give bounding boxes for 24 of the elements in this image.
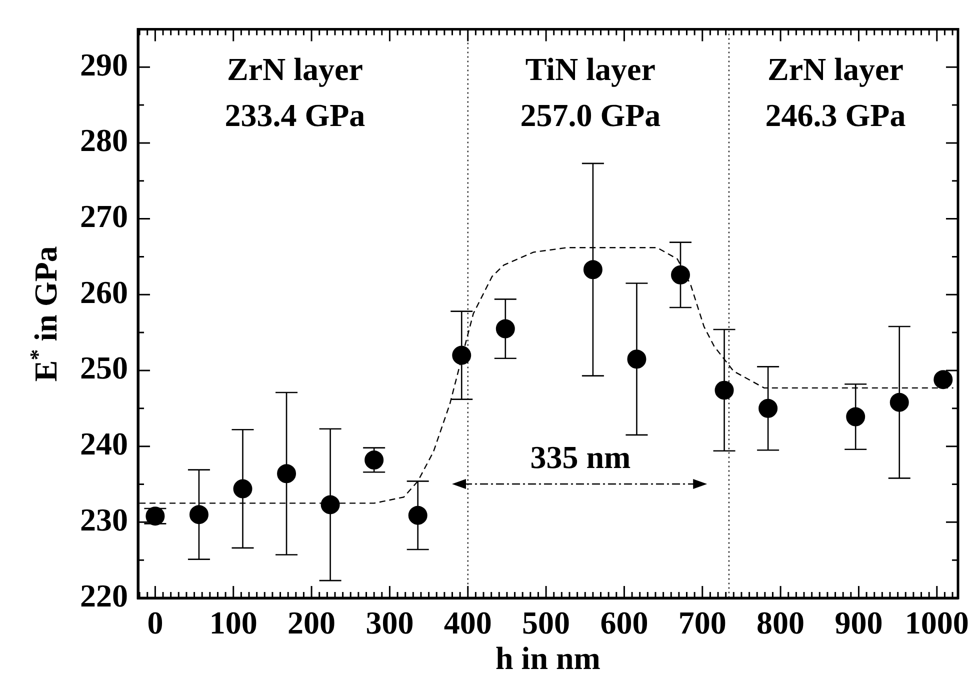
y-tick-label: 270 [80, 198, 128, 234]
x-tick-label: 800 [756, 604, 805, 640]
x-tick-label: 900 [834, 604, 883, 640]
x-tick-label: 500 [522, 604, 570, 640]
y-tick-label: 250 [80, 350, 128, 386]
annotation: TiN layer 257.0 GPa [520, 50, 661, 133]
x-tick-label: 100 [209, 604, 258, 640]
y-tick-label: 240 [80, 426, 128, 462]
x-tick-label: 700 [678, 604, 726, 640]
y-tick-label: 260 [80, 274, 128, 310]
x-tick-label: 0 [147, 604, 164, 640]
annotation: ZrN layer 233.4 GPa [224, 50, 366, 133]
y-tick-label: 290 [80, 46, 128, 82]
x-tick-label: 600 [600, 604, 648, 640]
x-tick-label: 300 [366, 604, 414, 640]
y-tick-label: 280 [80, 122, 128, 158]
y-tick-label: 230 [80, 501, 128, 538]
y-tick-label: 220 [80, 577, 128, 614]
annotation: 335 nm [530, 439, 631, 476]
x-tick-label: 1000 [904, 604, 969, 640]
x-tick-label: 200 [288, 604, 336, 640]
x-tick-label: 400 [444, 604, 492, 640]
x-axis-title: h in nm [496, 640, 600, 677]
annotation: ZrN layer 246.3 GPa [765, 50, 906, 133]
